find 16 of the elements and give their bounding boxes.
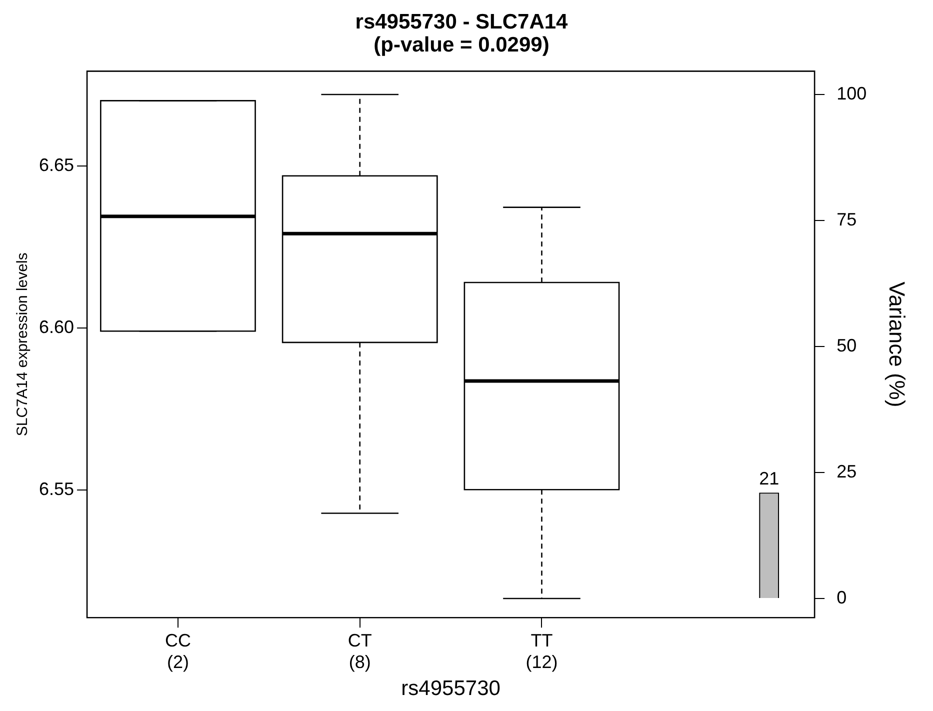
y-axis-title: SLC7A14 expression levels xyxy=(14,252,32,436)
x-tick-label: TT (12) xyxy=(526,630,558,672)
y2-tick-label: 75 xyxy=(836,209,857,230)
x-tick-label: CC (2) xyxy=(164,630,191,672)
y2-tick-label: 100 xyxy=(836,83,867,104)
x-axis-title: rs4955730 xyxy=(401,677,500,700)
chart-title: rs4955730 - SLC7A14 (p-value = 0.0299) xyxy=(355,10,568,56)
y-tick-label: 6.60 xyxy=(38,317,74,338)
y-tick-label: 6.55 xyxy=(38,479,74,500)
y2-tick-label: 50 xyxy=(836,335,857,356)
data-label: 21 xyxy=(759,468,780,489)
y2-tick-label: 0 xyxy=(836,587,847,608)
x-tick-label: CT (8) xyxy=(348,630,372,672)
y-tick-label: 6.65 xyxy=(38,155,74,176)
y2-tick-label: 25 xyxy=(836,461,857,482)
y2-axis-title: Variance (%) xyxy=(884,282,910,408)
